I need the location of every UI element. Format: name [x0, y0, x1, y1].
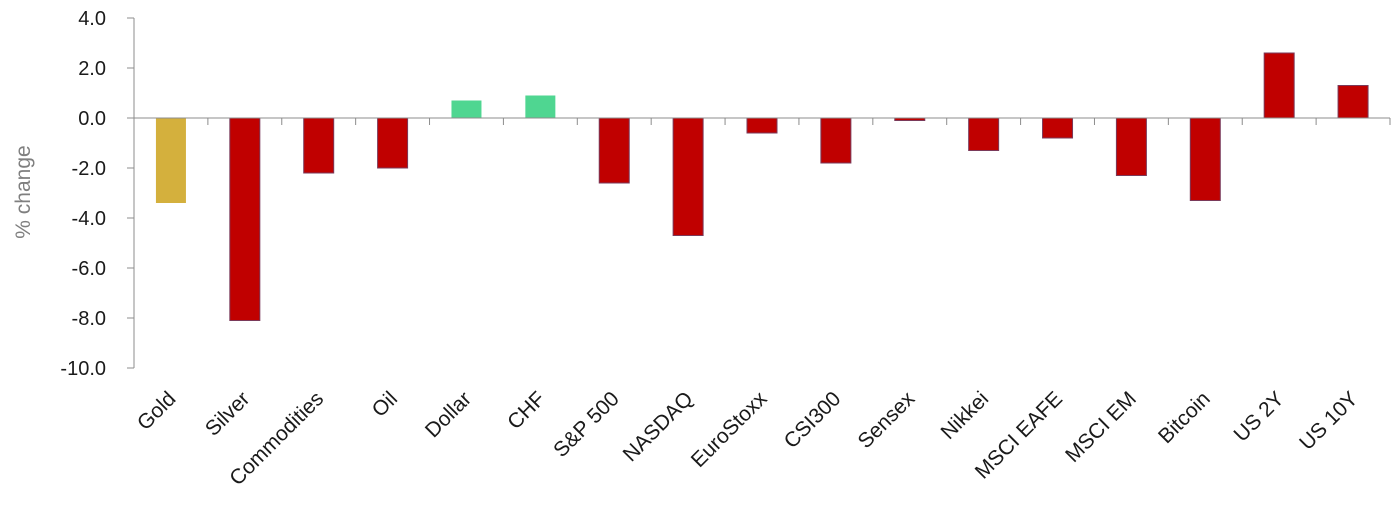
bar-nikkei: [968, 117, 1000, 151]
bar-eurostoxx: [746, 117, 778, 134]
y-tick-label: -8.0: [72, 308, 106, 330]
bar-us-2y: [1263, 52, 1295, 119]
x-tick-label: Silver: [201, 387, 254, 440]
x-axis: [133, 117, 1391, 125]
bar-nasdaq: [672, 117, 704, 236]
x-tick-label: Bitcoin: [1154, 387, 1215, 448]
y-tick-label: -10.0: [60, 358, 106, 380]
y-axis: 4.0 2.0 0.0 -2.0 -4.0 -6.0 -8.0 -10.0: [60, 8, 135, 380]
x-tick-label: Dollar: [421, 387, 476, 442]
bar-gold: [155, 118, 186, 203]
bar-dollar: [451, 100, 482, 118]
bar-us-10y: [1337, 85, 1369, 119]
bar-csi300: [820, 117, 852, 164]
x-tick-label: CHF: [503, 387, 550, 434]
x-tick-label: Sensex: [854, 387, 920, 453]
y-tick-label: 2.0: [78, 58, 106, 80]
y-axis-title: % change: [12, 145, 35, 238]
x-tick-label: MSCI EM: [1061, 387, 1141, 467]
x-tick-label: Gold: [133, 387, 181, 435]
y-tick-label: -4.0: [72, 208, 106, 230]
y-tick-label: -6.0: [72, 258, 106, 280]
y-tick-label: -2.0: [72, 158, 106, 180]
x-tick-label: S&P 500: [549, 387, 624, 462]
bar-msci-eafe: [1042, 117, 1074, 139]
bar-oil: [377, 117, 409, 169]
y-tick-label: 0.0: [78, 108, 106, 130]
x-tick-label: US 2Y: [1230, 387, 1289, 446]
bar-silver: [229, 117, 261, 321]
x-tick-label: NASDAQ: [619, 387, 698, 466]
x-tick-label: Nikkei: [936, 387, 993, 444]
y-tick-label: 4.0: [78, 8, 106, 30]
x-tick-label: Oil: [368, 387, 402, 421]
bar-chf: [525, 95, 556, 118]
x-tick-label: EuroStoxx: [687, 387, 772, 472]
bar-commodities: [303, 117, 335, 174]
bar-msci-em: [1115, 117, 1147, 176]
bar-s-p-500: [598, 117, 630, 184]
x-tick-label: US 10Y: [1295, 387, 1362, 454]
x-tick-label: CSI300: [780, 387, 846, 453]
bar-bitcoin: [1189, 117, 1221, 201]
bars: [155, 52, 1369, 321]
